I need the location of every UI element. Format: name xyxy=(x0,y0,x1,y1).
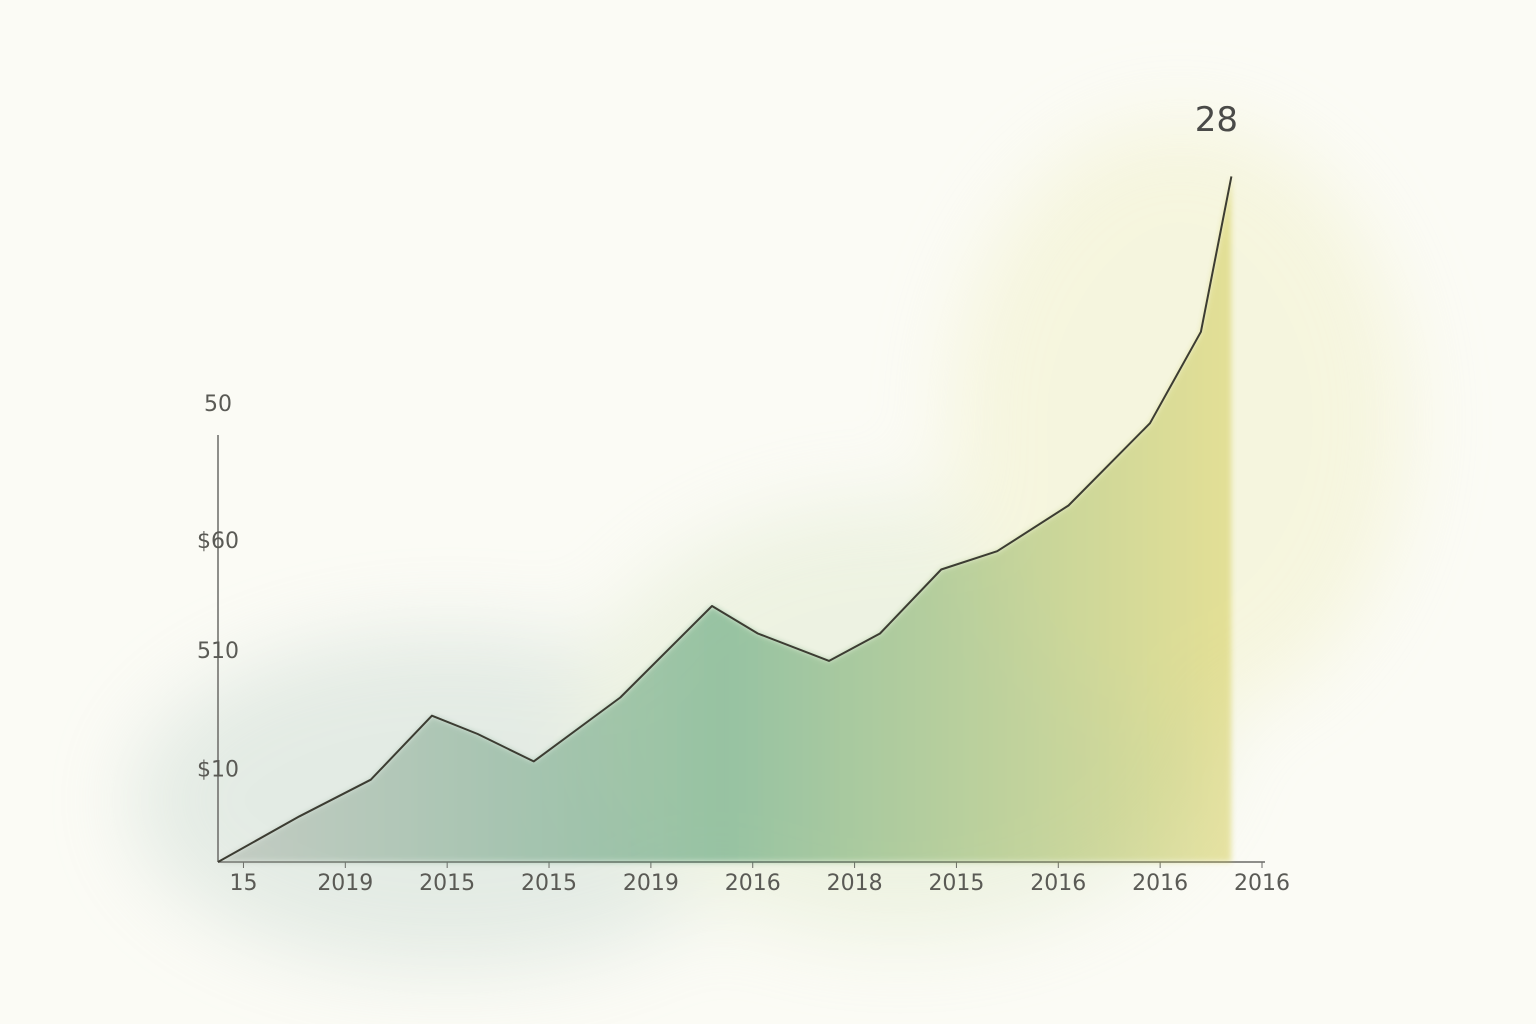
x-tick-label: 2016 xyxy=(725,871,781,896)
y-tick-label: 50 xyxy=(204,392,232,417)
y-tick-label: $10 xyxy=(197,758,239,783)
x-tick-label: 2019 xyxy=(623,871,679,896)
x-tick-label: 2016 xyxy=(1234,871,1290,896)
x-tick-label: 2016 xyxy=(1030,871,1086,896)
x-tick-label: 2019 xyxy=(317,871,373,896)
y-tick-label: $60 xyxy=(197,529,239,554)
line xyxy=(217,176,1233,863)
area xyxy=(218,176,1232,862)
x-tick-label: 2015 xyxy=(928,871,984,896)
x-tick-label: 15 xyxy=(229,871,257,896)
annotation: 28 xyxy=(1195,100,1238,140)
x-tick-label: 2018 xyxy=(827,871,883,896)
x-tick-label: 2015 xyxy=(419,871,475,896)
x-tick-label: 2015 xyxy=(521,871,577,896)
x-tick-label: 2016 xyxy=(1132,871,1188,896)
y-tick-label: 510 xyxy=(197,639,239,664)
